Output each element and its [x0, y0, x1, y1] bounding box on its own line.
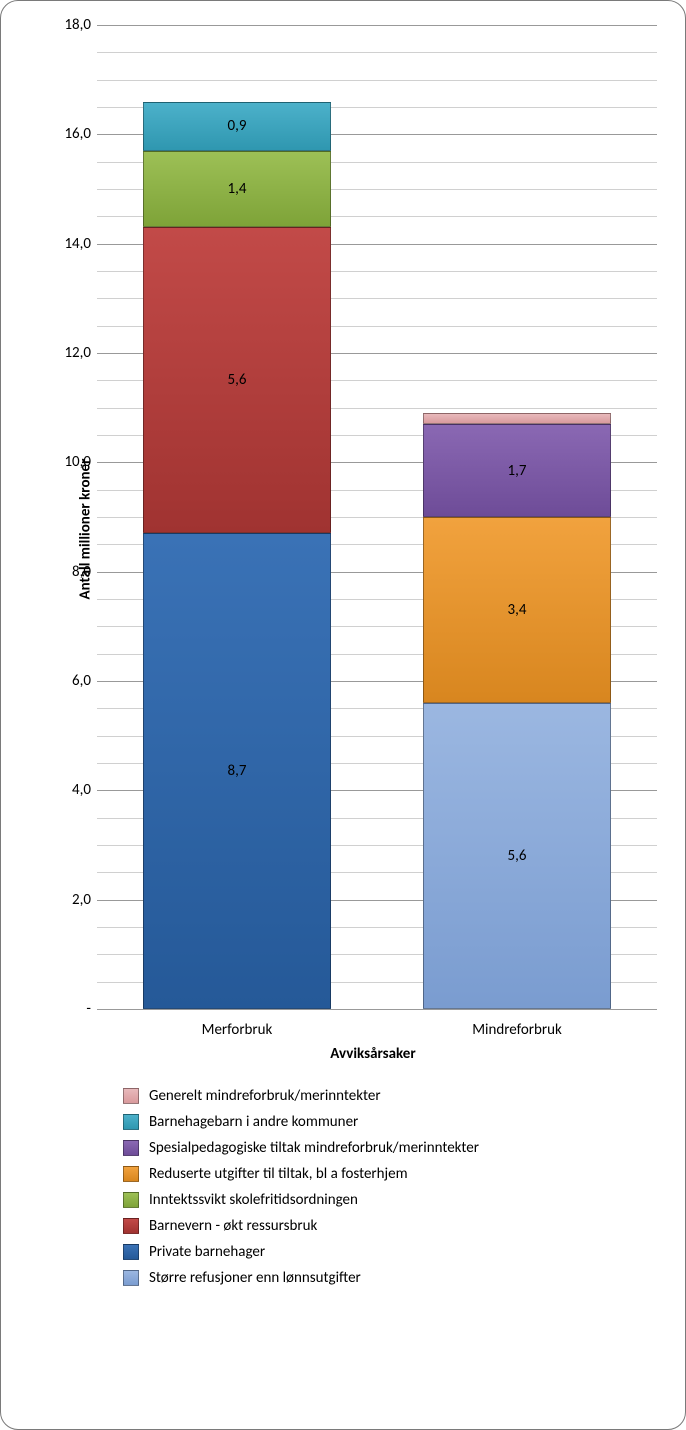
y-tick-label: 8,0 — [47, 563, 91, 581]
segment-label: 0,9 — [228, 117, 247, 135]
bar-segment: 8,7 — [143, 533, 331, 1009]
legend-swatch — [123, 1244, 139, 1260]
bar-segment: 1,4 — [143, 151, 331, 228]
legend-text: Inntektssvikt skolefritidsordningen — [149, 1191, 358, 1209]
legend: Generelt mindreforbruk/merinntekter Barne… — [23, 1087, 663, 1287]
legend-swatch — [123, 1114, 139, 1130]
grid-line — [97, 1009, 657, 1010]
bar-segment: 1,7 — [423, 424, 611, 517]
legend-item: Spesialpedagogiske tiltak mindreforbruk/… — [123, 1139, 663, 1157]
legend-item: Reduserte utgifter til tiltak, bl a fost… — [123, 1165, 663, 1183]
y-tick-label: 12,0 — [47, 344, 91, 362]
bar-segment: 5,6 — [143, 227, 331, 533]
y-tick-label: 14,0 — [47, 235, 91, 253]
bar-segment: 0,9 — [143, 102, 331, 151]
y-tick-label: 2,0 — [47, 891, 91, 909]
legend-text: Barnevern - økt ressursbruk — [149, 1217, 317, 1235]
y-tick-label: 4,0 — [47, 781, 91, 799]
bar-segment: 3,4 — [423, 517, 611, 703]
segment-label: 3,4 — [508, 601, 527, 619]
legend-item: Private barnehager — [123, 1243, 663, 1261]
bar-slot: 5,6 3,4 1,7 — [423, 25, 611, 1009]
legend-text: Større refusjoner enn lønnsutgifter — [149, 1269, 361, 1287]
legend-swatch — [123, 1218, 139, 1234]
segment-label: 5,6 — [228, 371, 247, 389]
x-ticks: Merforbruk Mindreforbruk — [97, 1013, 657, 1039]
legend-swatch — [123, 1140, 139, 1156]
x-tick-label: Merforbruk — [143, 1021, 331, 1039]
chart-card: Antall millioner kroner -2,04,06,08,010,… — [0, 0, 686, 1430]
legend-item: Større refusjoner enn lønnsutgifter — [123, 1269, 663, 1287]
legend-text: Reduserte utgifter til tiltak, bl a fost… — [149, 1165, 408, 1183]
bar-slot: 8,7 5,6 1,4 0,9 — [143, 25, 331, 1009]
plot-area: -2,04,06,08,010,012,014,016,018,0 8,75,6… — [97, 25, 657, 1009]
legend-item: Barnehagebarn i andre kommuner — [123, 1113, 663, 1131]
plot-wrap: Antall millioner kroner -2,04,06,08,010,… — [23, 19, 663, 1039]
legend-swatch — [123, 1166, 139, 1182]
x-axis-title: Avviksårsaker — [23, 1045, 663, 1063]
bar-segment — [423, 413, 611, 424]
legend-swatch — [123, 1192, 139, 1208]
legend-swatch — [123, 1088, 139, 1104]
segment-label: 1,7 — [508, 462, 527, 480]
y-tick-label: 18,0 — [47, 16, 91, 34]
legend-item: Generelt mindreforbruk/merinntekter — [123, 1087, 663, 1105]
segment-label: 1,4 — [228, 180, 247, 198]
legend-text: Barnehagebarn i andre kommuner — [149, 1113, 358, 1131]
legend-item: Inntektssvikt skolefritidsordningen — [123, 1191, 663, 1209]
bars-layer: 8,7 5,6 1,4 0,9 5,6 3,4 1,7 — [97, 25, 657, 1009]
bar-segment: 5,6 — [423, 703, 611, 1009]
legend-text: Spesialpedagogiske tiltak mindreforbruk/… — [149, 1139, 479, 1157]
segment-label: 5,6 — [508, 847, 527, 865]
y-tick-label: 10,0 — [47, 453, 91, 471]
y-tick-label: 16,0 — [47, 125, 91, 143]
segment-label: 8,7 — [228, 762, 247, 780]
x-tick-label: Mindreforbruk — [423, 1021, 611, 1039]
y-tick-label: - — [47, 1000, 91, 1018]
legend-swatch — [123, 1270, 139, 1286]
legend-item: Barnevern - økt ressursbruk — [123, 1217, 663, 1235]
legend-text: Generelt mindreforbruk/merinntekter — [149, 1087, 381, 1105]
y-tick-label: 6,0 — [47, 672, 91, 690]
legend-text: Private barnehager — [149, 1243, 265, 1261]
